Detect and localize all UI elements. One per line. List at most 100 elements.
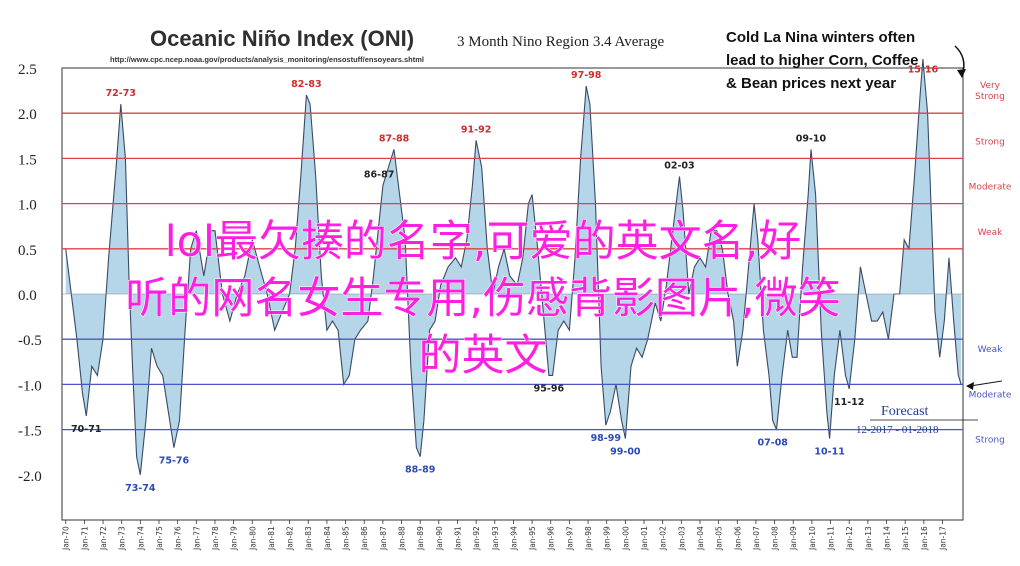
- x-tick-label: Jan-17: [939, 526, 948, 551]
- threshold-label: Moderate: [969, 183, 1012, 193]
- x-tick-label: Jan-71: [80, 526, 89, 551]
- x-tick-label: Jan-95: [528, 526, 537, 551]
- x-tick-label: Jan-07: [752, 526, 761, 551]
- x-tick-label: Jan-93: [491, 526, 500, 551]
- x-tick-label: Jan-79: [230, 526, 239, 551]
- event-label: 87-88: [379, 133, 410, 144]
- x-tick-label: Jan-82: [286, 526, 295, 551]
- overlay-line-1: lol最欠揍的名字,可爱的英文名,好: [164, 217, 802, 268]
- forecast-label: Forecast: [881, 404, 929, 419]
- forecast-arrow: [969, 380, 1003, 387]
- event-label: 86-87: [364, 170, 394, 181]
- x-tick-label: Jan-80: [248, 526, 257, 551]
- y-tick-label: -1.0: [18, 378, 42, 394]
- x-tick-label: Jan-77: [192, 526, 201, 551]
- y-tick-label: 2.5: [18, 62, 37, 78]
- event-label: 97-98: [571, 70, 602, 81]
- x-tick-label: Jan-86: [360, 526, 369, 551]
- x-tick-label: Jan-88: [398, 526, 407, 551]
- event-label: 11-12: [834, 397, 864, 408]
- threshold-label: Strong: [975, 436, 1005, 446]
- x-tick-label: Jan-99: [603, 526, 612, 551]
- source-url: http://www.cpc.ncep.noaa.gov/products/an…: [110, 55, 424, 64]
- event-label: 72-73: [106, 88, 136, 99]
- x-tick-label: Jan-15: [901, 526, 910, 551]
- callout-arrowhead: [957, 69, 966, 78]
- x-tick-label: Jan-05: [715, 526, 724, 551]
- threshold-label: Strong: [975, 137, 1005, 147]
- x-tick-label: Jan-75: [155, 526, 164, 551]
- event-label: 70-71: [71, 424, 101, 435]
- event-label: 99-00: [610, 447, 641, 458]
- threshold-label: Very: [980, 81, 1001, 91]
- x-tick-label: Jan-85: [342, 526, 351, 551]
- x-tick-label: Jan-89: [416, 526, 425, 551]
- event-label: 02-03: [664, 160, 694, 171]
- x-tick-label: Jan-06: [733, 526, 742, 551]
- event-label: 75-76: [159, 456, 190, 467]
- x-tick-label: Jan-81: [267, 526, 276, 551]
- x-tick-label: Jan-76: [174, 526, 183, 551]
- event-label: 10-11: [814, 447, 844, 458]
- x-tick-label: Jan-08: [771, 526, 780, 551]
- threshold-label: Moderate: [969, 390, 1012, 400]
- callout-line-1: Cold La Nina winters often: [726, 29, 916, 46]
- y-tick-label: -2.0: [18, 469, 42, 485]
- y-tick-label: 2.0: [18, 107, 37, 123]
- threshold-label: Weak: [978, 228, 1003, 238]
- watermark-overlay-text: lol最欠揍的名字,可爱的英文名,好 听的网名女生专用,伤感背影图片,微笑 的英…: [18, 214, 948, 385]
- x-tick-label: Jan-87: [379, 526, 388, 551]
- x-tick-label: Jan-12: [845, 526, 854, 551]
- x-tick-label: Jan-11: [827, 526, 836, 551]
- forecast-arrowhead: [966, 382, 974, 390]
- threshold-label: Strong: [975, 92, 1005, 102]
- x-tick-label: Jan-84: [323, 526, 332, 551]
- y-tick-label: -0.5: [18, 333, 42, 349]
- y-tick-label: 0.0: [18, 288, 37, 304]
- x-tick-label: Jan-14: [883, 526, 892, 551]
- event-label: 73-74: [125, 483, 156, 494]
- event-label: 91-92: [461, 124, 491, 135]
- x-tick-label: Jan-02: [659, 526, 668, 551]
- event-label: 07-08: [758, 438, 789, 449]
- x-tick-label: Jan-91: [454, 526, 463, 551]
- x-tick-label: Jan-90: [435, 526, 444, 551]
- x-tick-label: Jan-96: [547, 526, 556, 551]
- y-tick-label: 0.5: [18, 243, 37, 259]
- event-label: 88-89: [405, 465, 435, 476]
- y-tick-label: -1.5: [18, 424, 42, 440]
- x-tick-label: Jan-78: [211, 526, 220, 551]
- callout-line-3: & Bean prices next year: [726, 75, 897, 92]
- event-label: 95-96: [534, 383, 565, 394]
- y-tick-label: 1.5: [18, 152, 37, 168]
- x-tick-label: Jan-98: [584, 526, 593, 551]
- x-tick-label: Jan-01: [640, 526, 649, 551]
- x-tick-label: Jan-04: [696, 526, 705, 551]
- x-tick-label: Jan-16: [920, 526, 929, 551]
- callout-line-2: lead to higher Corn, Coffee: [726, 52, 919, 69]
- overlay-line-3: 的英文: [418, 331, 548, 382]
- x-tick-label: Jan-70: [62, 526, 71, 551]
- threshold-label: Weak: [978, 345, 1003, 355]
- x-tick-label: Jan-74: [136, 526, 145, 551]
- x-tick-label: Jan-94: [509, 526, 518, 551]
- x-tick-label: Jan-13: [864, 526, 873, 551]
- x-tick-label: Jan-72: [99, 526, 108, 551]
- chart-subtitle: 3 Month Nino Region 3.4 Average: [457, 34, 665, 50]
- event-label: 15-16: [908, 65, 939, 76]
- x-tick-label: Jan-83: [304, 526, 313, 551]
- event-label: 82-83: [291, 79, 321, 90]
- x-tick-label: Jan-10: [808, 526, 817, 551]
- x-tick-label: Jan-73: [118, 526, 127, 551]
- chart-title: Oceanic Niño Index (ONI): [150, 26, 415, 51]
- y-tick-label: 1.0: [18, 198, 37, 214]
- x-tick-label: Jan-97: [565, 526, 574, 551]
- x-tick-label: Jan-92: [472, 526, 481, 551]
- event-label: 98-99: [591, 433, 621, 444]
- la-nina-callout: Cold La Nina winters often lead to highe…: [726, 26, 958, 95]
- x-tick-label: Jan-03: [677, 526, 686, 551]
- forecast-dates: 12-2017 - 01-2018: [856, 424, 939, 436]
- overlay-line-2: 听的网名女生专用,伤感背影图片,微笑: [125, 274, 841, 325]
